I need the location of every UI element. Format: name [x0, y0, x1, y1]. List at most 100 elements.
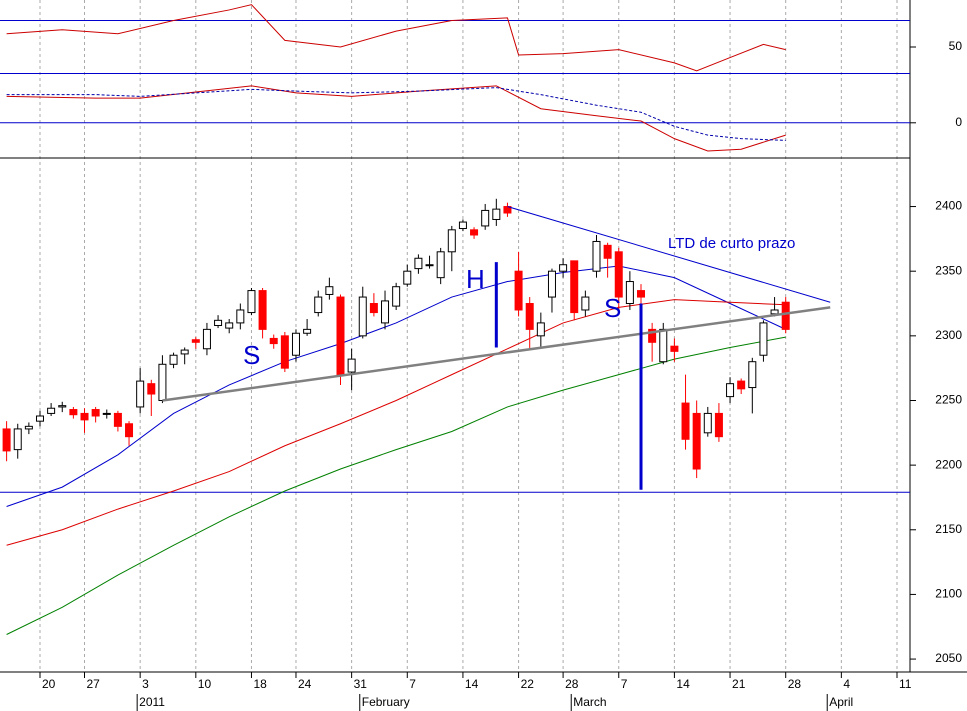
y-tick-label: 2200	[935, 457, 962, 471]
x-tick-label: 7	[409, 677, 416, 691]
x-tick-label: 14	[465, 677, 479, 691]
candle-body	[525, 303, 534, 330]
x-tick-label: 22	[521, 677, 535, 691]
x-tick-label: 4	[843, 677, 850, 691]
candle-body	[714, 412, 723, 438]
candle-body	[258, 290, 267, 330]
candle-body	[325, 286, 334, 295]
macd-line	[6, 87, 786, 141]
x-tick-label: 21	[732, 677, 746, 691]
candle-body	[625, 281, 634, 305]
annotation: S	[604, 293, 621, 323]
candle-body	[303, 328, 312, 334]
x-tick-label: 10	[198, 677, 212, 691]
trend-line	[507, 206, 831, 303]
candle-body	[759, 322, 768, 356]
candle-body	[336, 296, 345, 376]
month-label: March	[573, 695, 606, 709]
candle-body	[570, 260, 579, 314]
y-tick-label: 2350	[935, 263, 962, 277]
candle-body	[358, 296, 367, 337]
x-tick-label: 31	[354, 677, 368, 691]
candle-body	[180, 349, 189, 355]
annotation: S	[243, 340, 260, 370]
y-tick-label: 2300	[935, 328, 962, 342]
candle-body	[592, 240, 601, 272]
candle-body	[291, 332, 300, 356]
y-tick-label: 50	[949, 39, 963, 53]
moving-average	[6, 336, 786, 635]
candle-body	[392, 286, 401, 307]
moving-average	[6, 299, 786, 546]
candle-body	[726, 383, 735, 398]
candle-body	[102, 412, 111, 415]
candle-body	[91, 409, 100, 417]
candle-body	[80, 412, 89, 421]
annotation: LTD de curto prazo	[668, 235, 795, 252]
candle-body	[670, 345, 679, 352]
candle-body	[2, 428, 11, 452]
y-tick-label: 2050	[935, 651, 962, 665]
candle-body	[214, 319, 223, 326]
candle-body	[369, 303, 378, 314]
x-tick-label: 3	[142, 677, 149, 691]
x-tick-label: 20	[42, 677, 56, 691]
month-label: April	[829, 695, 853, 709]
candle-body	[280, 335, 289, 369]
y-tick-label: 2250	[935, 393, 962, 407]
candle-body	[748, 361, 757, 389]
x-tick-label: 28	[565, 677, 579, 691]
annotation: H	[466, 264, 485, 294]
candle-body	[692, 412, 701, 470]
candle-body	[113, 412, 122, 427]
candle-body	[381, 300, 390, 324]
candle-body	[659, 328, 668, 363]
candle-body	[559, 264, 568, 272]
moving-average	[6, 265, 786, 507]
candle-body	[737, 380, 746, 390]
candle-body	[147, 383, 156, 395]
candle-body	[403, 270, 412, 285]
x-tick-label: 24	[298, 677, 312, 691]
candle-body	[637, 290, 646, 298]
candle-body	[202, 328, 211, 350]
candle-body	[603, 244, 612, 259]
y-tick-label: 2400	[935, 199, 962, 213]
candle-body	[458, 221, 467, 230]
y-tick-label: 2100	[935, 587, 962, 601]
candle-body	[69, 409, 78, 416]
candle-body	[47, 407, 56, 414]
month-label: 2011	[139, 695, 165, 709]
candle-body	[581, 296, 590, 311]
candle-body	[770, 309, 779, 315]
candle-body	[648, 328, 657, 343]
candle-body	[247, 290, 256, 314]
x-tick-label: 18	[253, 677, 267, 691]
candle-body	[536, 322, 545, 337]
oscillator-line	[6, 4, 786, 72]
candle-body	[191, 339, 200, 343]
candle-body	[58, 405, 67, 408]
candle-body	[136, 380, 145, 408]
trend-line	[162, 306, 831, 402]
y-tick-label: 2150	[935, 522, 962, 536]
candle-body	[614, 251, 623, 298]
candle-body	[547, 270, 556, 298]
candle-body	[681, 402, 690, 440]
candle-body	[514, 270, 523, 311]
candle-body	[414, 257, 423, 270]
candle-body	[703, 412, 712, 434]
x-tick-label: 28	[788, 677, 802, 691]
candle-body	[481, 209, 490, 227]
x-tick-label: 14	[676, 677, 690, 691]
candle-body	[225, 322, 234, 329]
candle-body	[35, 415, 44, 422]
candle-body	[425, 264, 434, 267]
candle-body	[158, 363, 167, 401]
x-tick-label: 7	[621, 677, 628, 691]
candle-body	[125, 423, 134, 438]
x-tick-label: 11	[899, 677, 912, 691]
candle-body	[347, 358, 356, 373]
x-tick-label: 27	[87, 677, 101, 691]
candle-body	[13, 428, 22, 451]
